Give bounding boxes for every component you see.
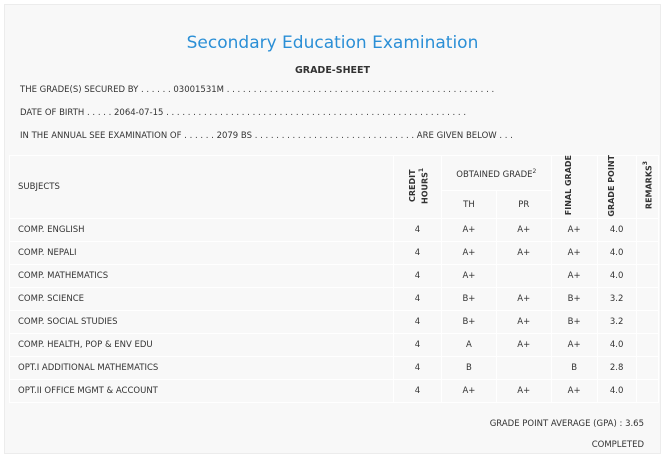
header-gp: GRADE POINT <box>596 155 637 219</box>
cell-th: B+ <box>441 287 497 311</box>
table-row: COMP. MATHEMATICS 4 A+ A+ 4.0 <box>9 264 660 288</box>
cell-th: A+ <box>441 379 497 403</box>
cell-subject: OPT.II OFFICE MGMT & ACCOUNT <box>9 379 394 403</box>
cell-final: B <box>550 356 598 380</box>
cell-credit: 4 <box>393 241 442 265</box>
grade-sheet-card: Secondary Education Examination GRADE-SH… <box>4 4 661 454</box>
cell-pr: A+ <box>495 333 552 357</box>
cell-final: A+ <box>550 241 598 265</box>
cell-gp: 4.0 <box>596 264 637 288</box>
cell-remarks <box>635 241 660 265</box>
cell-remarks <box>635 310 660 334</box>
exam-title: Secondary Education Examination <box>186 33 479 53</box>
cell-th: B+ <box>441 310 497 334</box>
cell-gp: 4.0 <box>596 218 637 242</box>
cell-pr <box>495 356 552 380</box>
dob-line: DATE OF BIRTH . . . . . 2064-07-15 . . .… <box>20 108 467 118</box>
cell-final: A+ <box>550 333 598 357</box>
cell-gp: 3.2 <box>596 310 637 334</box>
cell-subject: COMP. HEALTH, POP & ENV EDU <box>9 333 394 357</box>
cell-gp: 2.8 <box>596 356 637 380</box>
cell-remarks <box>635 333 660 357</box>
cell-credit: 4 <box>393 379 442 403</box>
cell-remarks <box>635 379 660 403</box>
table-row: COMP. ENGLISH 4 A+ A+ A+ 4.0 <box>9 218 660 242</box>
cell-credit: 4 <box>393 356 442 380</box>
cell-remarks <box>635 218 660 242</box>
header-pr: PR <box>495 190 552 219</box>
secured-by-line: THE GRADE(S) SECURED BY . . . . . . 0300… <box>20 85 495 95</box>
gpa: GRADE POINT AVERAGE (GPA) : 3.65 <box>489 419 644 429</box>
table-row: COMP. SOCIAL STUDIES 4 B+ A+ B+ 3.2 <box>9 310 660 334</box>
header-obtained: OBTAINED GRADE2 <box>441 155 552 191</box>
cell-th: A+ <box>441 241 497 265</box>
cell-subject: COMP. SOCIAL STUDIES <box>9 310 394 334</box>
cell-subject: OPT.I ADDITIONAL MATHEMATICS <box>9 356 394 380</box>
cell-th: A <box>441 333 497 357</box>
cell-th: B <box>441 356 497 380</box>
cell-subject: COMP. SCIENCE <box>9 287 394 311</box>
cell-pr <box>495 264 552 288</box>
cell-remarks <box>635 287 660 311</box>
table-row: COMP. SCIENCE 4 B+ A+ B+ 3.2 <box>9 287 660 311</box>
cell-gp: 3.2 <box>596 287 637 311</box>
cell-gp: 4.0 <box>596 241 637 265</box>
cell-credit: 4 <box>393 287 442 311</box>
cell-remarks <box>635 356 660 380</box>
cell-subject: COMP. ENGLISH <box>9 218 394 242</box>
table-row: OPT.I ADDITIONAL MATHEMATICS 4 B B 2.8 <box>9 356 660 380</box>
header-subjects: SUBJECTS <box>9 155 394 219</box>
cell-remarks <box>635 264 660 288</box>
cell-pr: A+ <box>495 310 552 334</box>
cell-final: B+ <box>550 310 598 334</box>
cell-final: A+ <box>550 264 598 288</box>
header-th: TH <box>441 190 497 219</box>
cell-gp: 4.0 <box>596 379 637 403</box>
header-remarks: REMARKS3 <box>635 155 660 219</box>
cell-credit: 4 <box>393 333 442 357</box>
header-credit: CREDIT HOURS1 <box>393 155 442 219</box>
sheet-subtitle: GRADE-SHEET <box>294 65 371 76</box>
cell-final: B+ <box>550 287 598 311</box>
grades-table: SUBJECTS CREDIT HOURS1 OBTAINED GRADE2 F… <box>9 155 660 403</box>
table-row: COMP. HEALTH, POP & ENV EDU 4 A A+ A+ 4.0 <box>9 333 660 357</box>
table-row: COMP. NEPALI 4 A+ A+ A+ 4.0 <box>9 241 660 265</box>
cell-pr: A+ <box>495 218 552 242</box>
cell-gp: 4.0 <box>596 333 637 357</box>
cell-credit: 4 <box>393 218 442 242</box>
cell-subject: COMP. NEPALI <box>9 241 394 265</box>
cell-credit: 4 <box>393 310 442 334</box>
cell-th: A+ <box>441 264 497 288</box>
exam-line: IN THE ANNUAL SEE EXAMINATION OF . . . .… <box>20 131 513 141</box>
cell-final: A+ <box>550 379 598 403</box>
cell-pr: A+ <box>495 287 552 311</box>
cell-final: A+ <box>550 218 598 242</box>
header-final: FINAL GRADE <box>550 155 598 219</box>
cell-th: A+ <box>441 218 497 242</box>
cell-pr: A+ <box>495 241 552 265</box>
status: COMPLETED <box>591 440 644 450</box>
table-row: OPT.II OFFICE MGMT & ACCOUNT 4 A+ A+ A+ 4.0 <box>9 379 660 403</box>
cell-credit: 4 <box>393 264 442 288</box>
cell-subject: COMP. MATHEMATICS <box>9 264 394 288</box>
cell-pr: A+ <box>495 379 552 403</box>
